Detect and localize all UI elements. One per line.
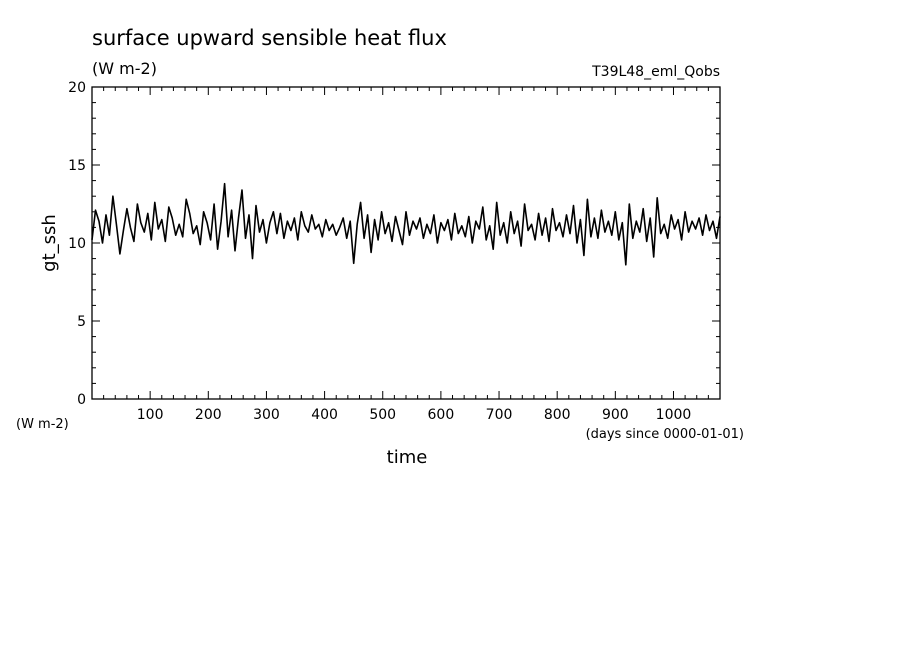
x-axis-units: (days since 0000-01-01) bbox=[586, 427, 744, 442]
y-axis-units: (W m-2) bbox=[16, 417, 69, 432]
x-tick-label: 100 bbox=[137, 407, 164, 423]
x-axis: 100 200 300 400 500 600 700 800 900 1000 bbox=[103, 87, 709, 423]
series-line bbox=[91, 182, 721, 266]
x-tick-label: 700 bbox=[486, 407, 513, 423]
y-tick-label: 5 bbox=[77, 314, 86, 330]
x-tick-label: 400 bbox=[311, 407, 338, 423]
y-axis-label: gt_ssh bbox=[39, 214, 60, 272]
title-units: (W m-2) bbox=[92, 59, 157, 78]
y-tick-label: 20 bbox=[68, 80, 86, 96]
x-tick-label: 300 bbox=[253, 407, 280, 423]
y-tick-label: 0 bbox=[77, 392, 86, 408]
x-tick-label: 800 bbox=[544, 407, 571, 423]
x-tick-label: 900 bbox=[602, 407, 629, 423]
y-tick-label: 10 bbox=[68, 236, 86, 252]
x-tick-label: 200 bbox=[195, 407, 222, 423]
x-axis-label: time bbox=[387, 447, 428, 468]
y-axis: 0 5 10 15 20 bbox=[68, 80, 720, 408]
chart-title: surface upward sensible heat flux bbox=[92, 26, 447, 50]
run-label: T39L48_eml_Qobs bbox=[591, 64, 720, 80]
x-tick-label: 600 bbox=[428, 407, 455, 423]
y-tick-label: 15 bbox=[68, 158, 86, 174]
x-tick-label: 500 bbox=[369, 407, 396, 423]
x-tick-label: 1000 bbox=[656, 407, 692, 423]
